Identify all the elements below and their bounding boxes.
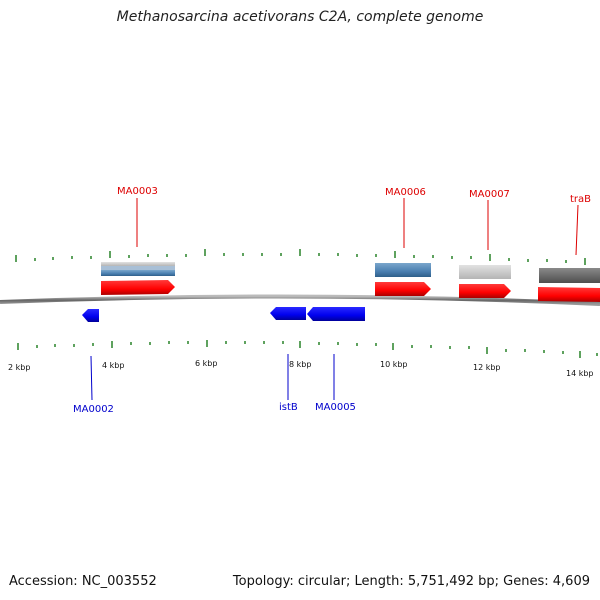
genome-summary-text: Topology: circular; Length: 5,751,492 bp… bbox=[232, 574, 590, 589]
gene-label-MA0002[interactable]: MA0002 bbox=[73, 404, 114, 415]
gene-label-MA0003[interactable]: MA0003 bbox=[117, 186, 158, 197]
feature-bar bbox=[101, 262, 175, 266]
feature-bar bbox=[375, 263, 431, 277]
gene-arrow-MA0006[interactable] bbox=[375, 282, 431, 296]
gene-arrow-MA0003[interactable] bbox=[101, 280, 175, 295]
feature-bar bbox=[539, 268, 600, 283]
gene-arrow-MA0007[interactable] bbox=[459, 284, 511, 298]
feature-track-bars bbox=[101, 262, 600, 283]
gene-label-MA0006[interactable]: MA0006 bbox=[385, 187, 426, 198]
gene-arrow-MA0002[interactable] bbox=[82, 309, 99, 322]
scale-label: 10 kbp bbox=[380, 360, 408, 369]
feature-bar bbox=[459, 265, 511, 279]
feature-bar bbox=[101, 270, 175, 276]
genome-backbone bbox=[0, 294, 600, 306]
scale-label: 12 kbp bbox=[473, 363, 501, 372]
map-title: Methanosarcina acetivorans C2A, complete… bbox=[116, 9, 484, 25]
forward-genes bbox=[101, 280, 600, 302]
gene-labels: MA0003 MA0006 MA0007 traB MA0002 istB MA… bbox=[73, 186, 591, 415]
feature-bar bbox=[101, 266, 175, 270]
scale-label: 8 kbp bbox=[289, 360, 311, 369]
bottom-tick-row bbox=[17, 340, 598, 358]
top-tick-row bbox=[15, 249, 586, 265]
gene-label-MA0007[interactable]: MA0007 bbox=[469, 189, 510, 200]
gene-label-MA0005[interactable]: MA0005 bbox=[315, 402, 356, 413]
scale-label: 14 kbp bbox=[566, 369, 594, 378]
scale-label: 6 kbp bbox=[195, 359, 217, 368]
scale-label: 2 kbp bbox=[8, 363, 30, 372]
reverse-genes bbox=[82, 307, 365, 322]
gene-arrow-istB[interactable] bbox=[270, 307, 306, 320]
accession-text: Accession: NC_003552 bbox=[9, 574, 157, 589]
gene-arrow-MA0005[interactable] bbox=[307, 307, 365, 321]
scale-labels: 2 kbp 4 kbp 6 kbp 8 kbp 10 kbp 12 kbp 14… bbox=[8, 359, 594, 378]
gene-arrow-traB[interactable] bbox=[538, 287, 600, 302]
gene-label-traB[interactable]: traB bbox=[570, 194, 591, 205]
label-leaders bbox=[90, 198, 579, 401]
scale-label: 4 kbp bbox=[102, 361, 124, 370]
gene-label-istB[interactable]: istB bbox=[279, 402, 298, 413]
